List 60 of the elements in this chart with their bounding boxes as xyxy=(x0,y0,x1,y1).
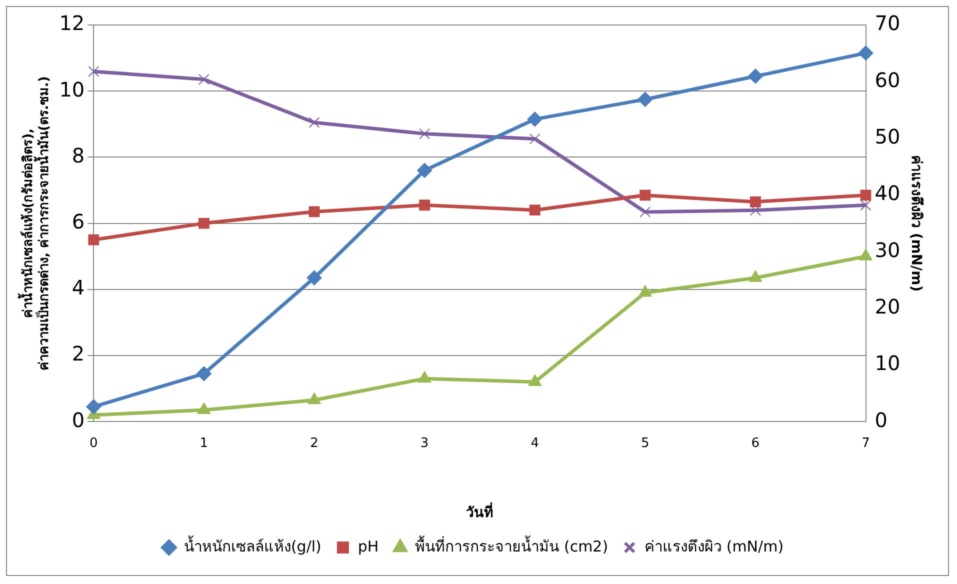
y2-tick-label: 0 xyxy=(874,408,888,432)
point xyxy=(640,206,651,218)
point xyxy=(418,371,432,383)
point xyxy=(527,112,542,127)
x-tick-label: 5 xyxy=(641,436,650,451)
legend-label: pH xyxy=(358,537,379,556)
point xyxy=(306,270,322,286)
y-tick-label: 12 xyxy=(59,11,85,36)
y2-tick-label: 20 xyxy=(874,294,900,318)
x-tick-label: 2 xyxy=(310,436,318,451)
point xyxy=(308,392,321,404)
y-tick-label: 6 xyxy=(72,210,85,234)
x-tick-label: 3 xyxy=(420,436,429,451)
point xyxy=(197,402,211,414)
point xyxy=(859,248,872,260)
y-tick-label: 0 xyxy=(72,408,85,432)
point xyxy=(198,218,210,229)
point xyxy=(750,196,761,208)
y2-tick-label: 70 xyxy=(874,11,900,36)
y2-tick-label: 60 xyxy=(874,68,900,92)
point xyxy=(640,190,651,201)
x-tick-label: 1 xyxy=(200,436,208,451)
point xyxy=(638,92,653,107)
point xyxy=(419,200,430,211)
point xyxy=(528,374,542,386)
x-tick-label: 4 xyxy=(530,436,539,451)
point xyxy=(748,270,762,282)
point xyxy=(860,190,872,201)
point xyxy=(529,133,540,144)
x-axis-title: วันที่ xyxy=(466,502,494,522)
point xyxy=(748,68,763,84)
y-tick-label: 2 xyxy=(72,342,85,366)
y2-tick-label: 10 xyxy=(874,351,900,376)
point xyxy=(529,204,540,216)
y-tick-label: 10 xyxy=(59,77,85,102)
point xyxy=(750,204,761,216)
point xyxy=(308,117,320,128)
legend-label: น้ำหนักเซลล์แห้ง(g/l) xyxy=(184,535,322,556)
y2-axis-title: ค่าแรงตึงผิว (mN/m) xyxy=(908,154,925,292)
point xyxy=(88,66,100,77)
point xyxy=(308,206,320,218)
y2-tick-label: 50 xyxy=(874,124,900,149)
y-tick-label: 8 xyxy=(72,143,85,168)
point xyxy=(860,200,872,211)
legend-label: ค่าแรงตึงผิว (mN/m) xyxy=(644,537,784,556)
point xyxy=(88,234,100,246)
y-tick-label: 4 xyxy=(72,276,85,300)
point xyxy=(858,46,874,61)
y-axis-title: ค่าน้ำหนักเซลล์แห้ง(กรัมต่อลิตร), ค่าความเป็นกรดด่าง, ค่าการกระจายน้ำมัน(ตร.ซม.) xyxy=(17,76,52,370)
y2-tick-label: 40 xyxy=(874,181,900,206)
point xyxy=(196,366,212,382)
x-tick-label: 6 xyxy=(751,436,760,451)
point xyxy=(638,285,652,297)
point xyxy=(419,128,430,140)
x-tick-label: 0 xyxy=(90,436,98,451)
x-tick-label: 7 xyxy=(862,436,870,451)
point xyxy=(417,162,432,178)
legend-label: พื้นที่การกระจายน้ำมัน (cm2) xyxy=(415,535,608,556)
point xyxy=(198,74,210,85)
y2-tick-label: 30 xyxy=(874,238,900,262)
